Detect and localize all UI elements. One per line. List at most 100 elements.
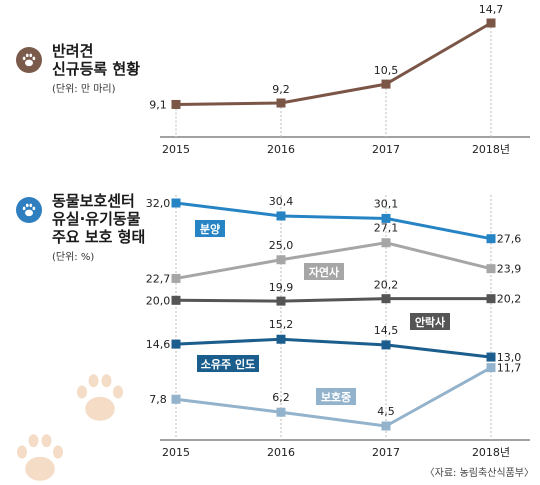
data-label: 13,0 — [497, 351, 522, 364]
paw-icon-pad — [24, 209, 34, 217]
chart2-title: 동물보호센터 유실·유기동물 주요 보호 형태 — [52, 192, 146, 246]
data-label: 6,2 — [272, 391, 290, 404]
data-label: 4,5 — [377, 405, 395, 418]
paw-print-icon-toe — [101, 374, 112, 388]
series-line — [175, 297, 491, 303]
series-name-label: 소유주 인도 — [201, 357, 255, 371]
series-tag-box — [410, 313, 450, 330]
paw-print-icon-toe — [112, 385, 124, 399]
paw-print-icon — [16, 434, 64, 481]
data-label: 10,5 — [374, 64, 399, 77]
data-point — [276, 98, 286, 108]
series-tag-box — [195, 220, 225, 237]
x-tick-label: 2015 — [162, 143, 190, 156]
series-line — [175, 21, 492, 106]
data-point — [486, 294, 496, 304]
x-tick-label: 2018년 — [472, 446, 510, 459]
paw-print-icon-pad — [25, 456, 55, 481]
data-point — [381, 238, 391, 248]
paw-print-icon-toe — [28, 434, 39, 448]
series-name-label: 보호중 — [321, 390, 351, 404]
data-label: 7,8 — [149, 393, 167, 406]
data-point — [276, 255, 286, 265]
data-label: 32,0 — [146, 197, 171, 210]
series-line — [175, 337, 492, 359]
paw-print-icon-toe — [41, 434, 52, 448]
data-point — [171, 339, 181, 349]
paw-print-icon — [76, 374, 124, 421]
series-tag-box — [304, 263, 344, 280]
data-point — [486, 264, 496, 274]
x-tick-label: 2016 — [267, 143, 295, 156]
paw-icon-pad — [24, 59, 34, 67]
data-point — [381, 421, 391, 431]
chart1-unit: (단위: 만 마리) — [52, 84, 116, 95]
data-point — [171, 394, 181, 404]
paw-print-icon-pad — [85, 396, 115, 421]
data-label: 11,7 — [497, 362, 522, 375]
x-tick-label: 2017 — [372, 446, 400, 459]
data-label: 25,0 — [269, 239, 294, 252]
paw-icon-toe — [32, 56, 36, 61]
data-label: 14,7 — [479, 3, 504, 16]
series-line — [175, 201, 492, 241]
series-name-label: 분양 — [200, 222, 220, 236]
chart2-unit: (단위: %) — [52, 252, 95, 263]
paw-print-icon-toe — [52, 445, 64, 459]
data-point — [276, 407, 286, 417]
data-label: 30,4 — [269, 195, 294, 208]
data-point — [381, 294, 391, 304]
data-point — [276, 334, 286, 344]
paw-icon-toe — [25, 53, 29, 58]
data-point — [486, 363, 496, 373]
data-point — [381, 213, 391, 223]
paw-icon-toe — [29, 53, 33, 58]
data-label: 30,1 — [374, 197, 399, 210]
data-point — [276, 211, 286, 221]
data-label: 9,1 — [149, 98, 167, 111]
paw-icon — [22, 53, 36, 67]
paw-icon — [22, 203, 36, 217]
data-point — [486, 234, 496, 244]
data-label: 23,9 — [497, 263, 522, 276]
data-label: 15,2 — [269, 318, 294, 331]
data-point — [276, 296, 286, 306]
data-point — [171, 99, 181, 109]
data-point — [171, 295, 181, 305]
paw-print-icon-toe — [88, 374, 99, 388]
chart1-title: 반려견 신규등록 현황 — [52, 42, 141, 78]
paw-print-icon-toe — [76, 385, 88, 399]
paw-icon-toe — [25, 203, 29, 208]
paw-icon-toe — [32, 206, 36, 211]
paw-icon-toe — [22, 206, 26, 211]
data-point — [171, 273, 181, 283]
data-label: 27,6 — [497, 233, 522, 246]
series-line — [175, 241, 492, 280]
data-label: 20,0 — [146, 294, 171, 307]
series-name-label: 안락사 — [415, 315, 446, 329]
x-tick-label: 2018년 — [472, 143, 510, 156]
source-note: 〈자료: 농림축산식품부〉 — [424, 468, 534, 479]
data-point — [486, 352, 496, 362]
data-point — [381, 79, 391, 89]
data-point — [486, 18, 496, 28]
series-tag-box — [197, 355, 259, 372]
data-point — [381, 340, 391, 350]
paw-icon-toe — [22, 56, 26, 61]
x-tick-label: 2015 — [162, 446, 190, 459]
data-label: 22,7 — [146, 272, 171, 285]
data-label: 9,2 — [272, 83, 290, 96]
data-point — [171, 198, 181, 208]
x-tick-label: 2017 — [372, 143, 400, 156]
x-tick-label: 2016 — [267, 446, 295, 459]
data-label: 19,9 — [269, 281, 294, 294]
paw-print-icon-toe — [16, 445, 28, 459]
series-tag-box — [316, 388, 356, 405]
data-label: 27,1 — [374, 222, 399, 235]
paw-icon-toe — [29, 203, 33, 208]
series-name-label: 자연사 — [309, 265, 340, 279]
data-label: 14,6 — [146, 338, 171, 351]
data-label: 20,2 — [374, 279, 399, 292]
series-line — [175, 366, 492, 428]
